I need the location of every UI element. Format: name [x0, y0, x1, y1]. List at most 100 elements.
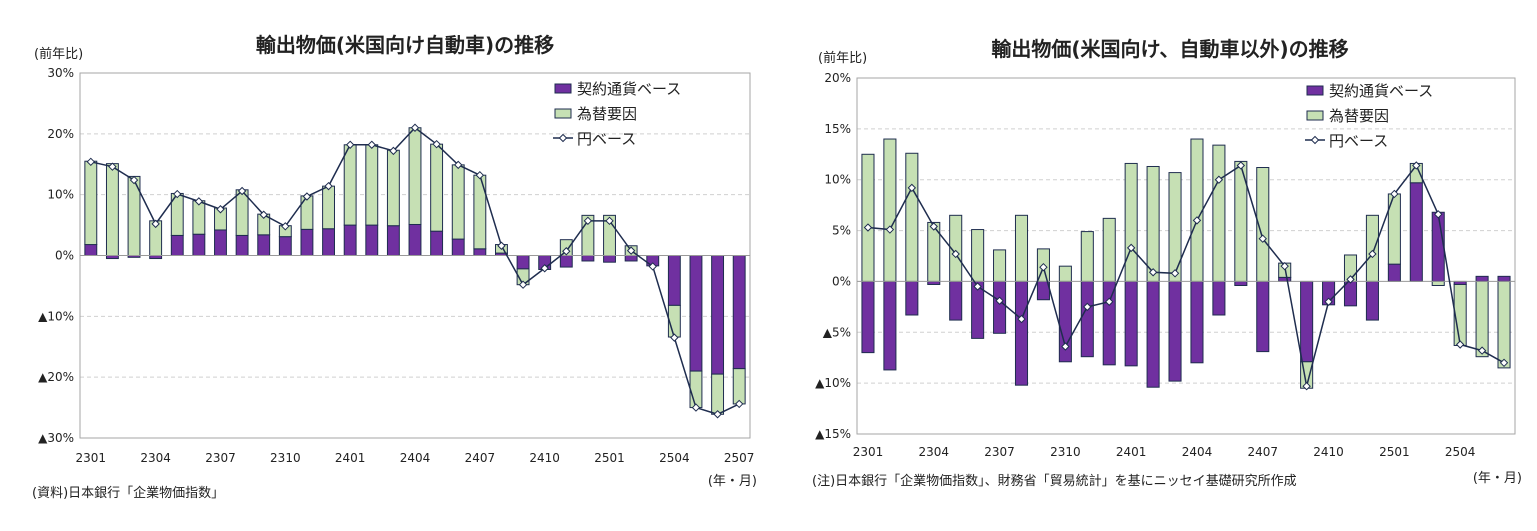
legend-marker-icon: [1310, 135, 1320, 145]
yen-point-2402: [1148, 268, 1158, 277]
yen-point-2309: [1039, 262, 1048, 272]
y-tick-label: 20%: [47, 127, 74, 141]
bar-contract-2301: [861, 280, 875, 354]
yen-point-2410: [1324, 297, 1333, 306]
y-tick-label: ▲20%: [38, 370, 74, 384]
x-tick-label: 2410: [1313, 445, 1344, 459]
bar-contract-2501: [1387, 263, 1401, 282]
bar-contract-2405: [1212, 280, 1226, 316]
bar-contract-2412: [1365, 280, 1379, 321]
yen-point-2411: [562, 247, 571, 256]
y-tick-label: 0%: [832, 274, 851, 288]
x-tick-label: 2407: [1247, 445, 1278, 459]
bar-fx-2412: [1365, 214, 1379, 282]
source-note: (注)日本銀行「企業物価指数」、財務省「貿易統計」を基にニッセイ基礎研究所作成: [812, 473, 1297, 489]
x-tick-label: 2304: [140, 451, 171, 465]
legend-label: 為替要因: [577, 105, 637, 123]
yen-point-2506: [713, 410, 722, 419]
legend-label: 契約通貨ベース: [577, 80, 681, 98]
yen-point-2404: [410, 123, 420, 132]
bar-contract-2403: [1168, 280, 1182, 382]
yen-point-2501: [1390, 189, 1399, 199]
bar-contract-2405: [430, 230, 444, 257]
y-tick-label: 0%: [55, 249, 74, 263]
yen-point-2308: [237, 186, 247, 196]
bar-fx-2405: [1212, 144, 1226, 282]
yen-point-2406: [1236, 161, 1246, 170]
bar-contract-2308: [235, 234, 249, 257]
yen-point-2306: [973, 282, 982, 291]
bar-contract-2409: [1300, 280, 1314, 363]
y-tick-label: 20%: [824, 71, 851, 85]
x-tick-label: 2401: [335, 451, 366, 465]
legend-swatch-fx: [1306, 110, 1324, 121]
bar-contract-2301: [84, 244, 98, 257]
chart-2: 輸出物価(米国向け、自動車以外)の推移 (前年比) 20% 15% 10% 5% 0% ▲5%…: [812, 37, 1522, 489]
chart-title: 輸出物価(米国向け、自動車以外)の推移: [991, 37, 1348, 61]
bar-contract-2505: [689, 255, 703, 372]
yen-point-2411: [1346, 275, 1355, 284]
y-tick-label: 15%: [824, 122, 851, 136]
y-tick-label: 10%: [824, 173, 851, 187]
bar-fx-2301: [861, 153, 875, 282]
yen-point-2503: [648, 262, 657, 271]
bar-fx-2402: [365, 144, 379, 226]
legend-label: 円ベース: [1329, 132, 1388, 150]
yen-point-2407: [1258, 234, 1267, 243]
bar-fx-2506: [711, 373, 725, 415]
yen-point-2310: [281, 222, 290, 231]
bar-fx-2506: [1497, 280, 1511, 369]
y-tick-label: 10%: [47, 188, 74, 202]
bar-fx-2505: [1475, 280, 1489, 358]
yen-point-2504: [670, 333, 679, 342]
yen-point-2312: [1105, 297, 1114, 306]
plot-frame: [856, 77, 1516, 435]
yen-point-2311: [302, 192, 312, 201]
x-tick-label: 2501: [1379, 445, 1410, 459]
yen-point-2310: [1061, 342, 1070, 351]
yen-point-2501: [605, 216, 614, 226]
chart-1: 輸出物価(米国向け自動車)の推移 (前年比) 30% 20% 10% 0% ▲10% ▲20%…: [32, 33, 757, 501]
y-tick-label: ▲10%: [815, 376, 851, 390]
x-tick-label: 2307: [984, 445, 1015, 459]
y-tick-label: 5%: [832, 224, 851, 238]
bar-contract-2506: [1497, 275, 1511, 282]
x-tick-label: 2301: [853, 445, 884, 459]
bar-contract-2402: [1146, 280, 1160, 388]
yen-point-2409: [1302, 381, 1311, 391]
source-note: (資料)日本銀行「企業物価指数」: [32, 485, 224, 501]
bar-fx-2402: [1146, 165, 1160, 282]
bar-contract-2505: [1475, 275, 1489, 282]
yen-point-2305: [951, 249, 960, 259]
bar-contract-2402: [365, 224, 379, 256]
x-axis-label: (年・月): [1473, 471, 1522, 486]
yen-point-2507: [734, 399, 744, 409]
bar-fx-2306: [971, 229, 985, 282]
bar-contract-2502: [1409, 182, 1423, 282]
bar-fx-2507: [732, 368, 746, 405]
bar-fx-2303: [905, 152, 919, 282]
bar-contract-2503: [1431, 211, 1445, 282]
yen-point-2303: [129, 175, 139, 185]
bar-contract-2302: [883, 280, 897, 371]
yen-point-2401: [345, 140, 355, 149]
bar-fx-2312: [322, 185, 335, 230]
yen-point-2403: [389, 146, 398, 156]
x-tick-label: 2304: [918, 445, 949, 459]
bar-fx-2401: [343, 144, 357, 226]
bar-contract-2306: [192, 233, 206, 256]
bar-contract-2406: [451, 238, 465, 256]
bar-contract-2401: [343, 224, 357, 256]
bar-contract-2504: [667, 255, 681, 306]
yen-point-2406: [454, 160, 463, 170]
bar-contract-2502: [624, 255, 638, 262]
yen-point-2502: [626, 246, 636, 255]
yen-point-2309: [259, 210, 268, 219]
y-tick-label: ▲30%: [38, 431, 74, 445]
yen-point-2306: [194, 197, 204, 206]
y-tick-label: ▲10%: [38, 309, 74, 323]
bar-fx-2302: [105, 163, 119, 256]
bar-contract-2411: [1343, 280, 1358, 307]
